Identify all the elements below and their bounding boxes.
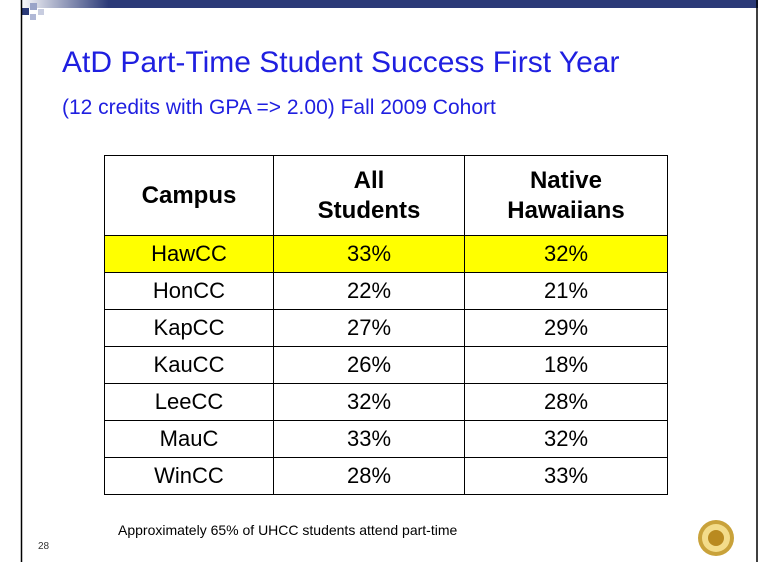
table-cell: 29% xyxy=(464,309,668,347)
corner-square xyxy=(30,3,37,10)
table-cell: 21% xyxy=(464,272,668,310)
corner-square xyxy=(30,14,36,20)
table-cell: 33% xyxy=(273,235,465,273)
table-cell: 32% xyxy=(464,420,668,458)
table-row: HonCC 22% 21% xyxy=(104,272,668,310)
header-text: All Students xyxy=(317,166,421,224)
table-cell: 28% xyxy=(464,383,668,421)
corner-square xyxy=(38,9,44,15)
table-cell: 27% xyxy=(273,309,465,347)
data-table: Campus All Students Native Hawaiians HawCC… xyxy=(104,155,668,495)
table-row: KapCC 27% 29% xyxy=(104,309,668,347)
table-cell: 18% xyxy=(464,346,668,384)
slide-subtitle: (12 credits with GPA => 2.00) Fall 2009 … xyxy=(62,96,496,119)
table-row: WinCC 28% 33% xyxy=(104,457,668,495)
table-cell: KauCC xyxy=(104,346,274,384)
table-cell: MauC xyxy=(104,420,274,458)
table-cell: WinCC xyxy=(104,457,274,495)
header-text: Campus xyxy=(141,181,237,209)
page-number: 28 xyxy=(38,541,50,552)
table-cell: 32% xyxy=(273,383,465,421)
table-cell: KapCC xyxy=(104,309,274,347)
slide-title: AtD Part-Time Student Success First Year xyxy=(62,46,620,79)
header-cell: All Students xyxy=(273,155,465,236)
header-cell: Campus xyxy=(104,155,274,236)
table-cell: 22% xyxy=(273,272,465,310)
table-row: KauCC 26% 18% xyxy=(104,346,668,384)
table-cell: 32% xyxy=(464,235,668,273)
table-row: HawCC 33% 32% xyxy=(104,235,668,273)
corner-square xyxy=(22,8,29,15)
seal-logo xyxy=(698,520,734,556)
table-cell: 33% xyxy=(273,420,465,458)
table-cell: 26% xyxy=(273,346,465,384)
table-cell: LeeCC xyxy=(104,383,274,421)
table-cell: 28% xyxy=(273,457,465,495)
footnote: Approximately 65% of UHCC students atten… xyxy=(118,522,458,538)
header-row: Campus All Students Native Hawaiians xyxy=(104,155,668,236)
table-cell: 33% xyxy=(464,457,668,495)
header-text: Native Hawaiians xyxy=(507,166,625,224)
top-bar xyxy=(20,0,758,8)
header-cell: Native Hawaiians xyxy=(464,155,668,236)
table-cell: HonCC xyxy=(104,272,274,310)
table-cell: HawCC xyxy=(104,235,274,273)
table-row: LeeCC 32% 28% xyxy=(104,383,668,421)
table-row: MauC 33% 32% xyxy=(104,420,668,458)
